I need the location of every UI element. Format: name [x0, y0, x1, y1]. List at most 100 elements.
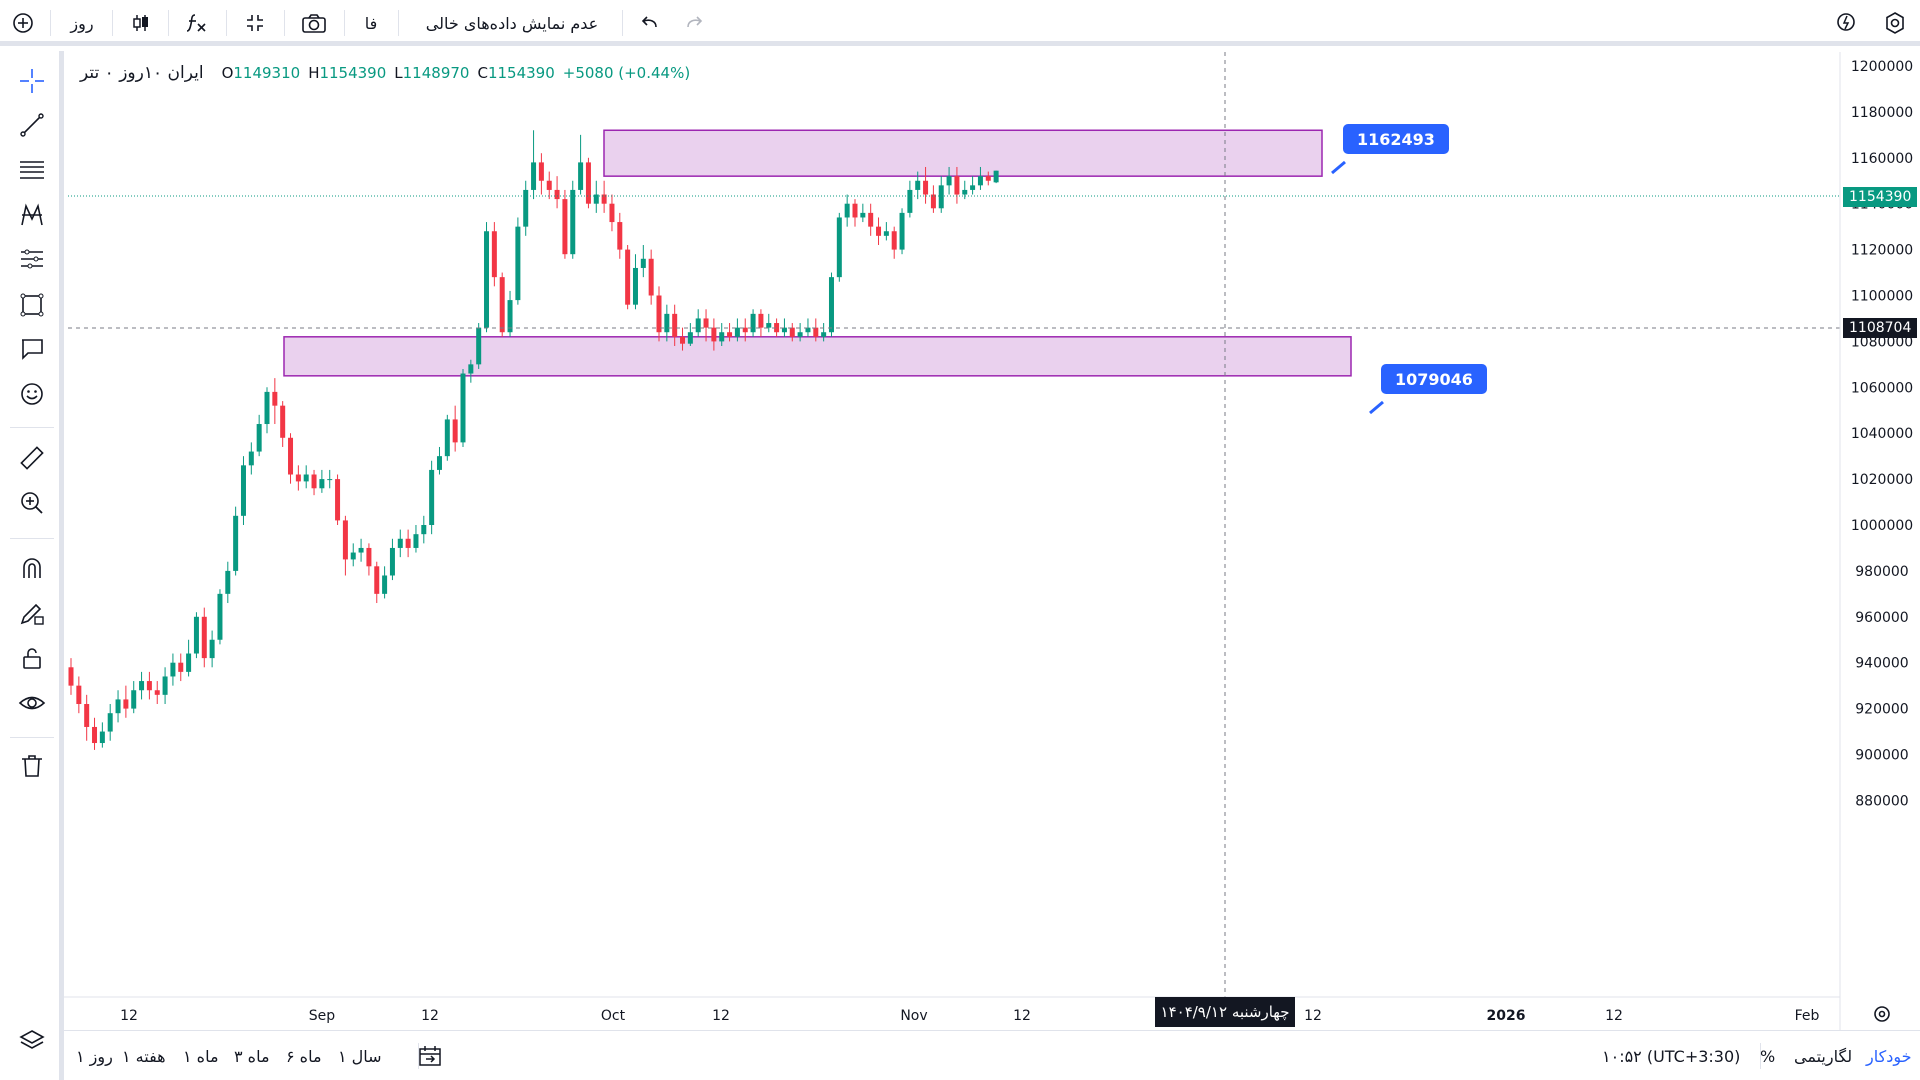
prediction-tool[interactable] [14, 241, 50, 277]
magnet-tool[interactable] [14, 550, 50, 586]
fullscreen-button[interactable] [240, 8, 270, 38]
pattern-tool[interactable] [14, 197, 50, 233]
change-value: +5080 (+0.44%) [562, 64, 691, 82]
object-tree-button[interactable] [14, 1023, 50, 1059]
range-3m[interactable]: ماه ۳ [234, 1046, 270, 1066]
quick-search-button[interactable] [1832, 8, 1862, 38]
emoji-tool[interactable] [14, 376, 50, 412]
candle-body [303, 474, 309, 482]
drawing-toolbar [0, 51, 64, 1080]
candle-body [201, 616, 207, 659]
pattern-icon [21, 203, 43, 226]
hide-empty-data-toggle[interactable]: عدم نمایش داده‌های خالی [425, 13, 599, 33]
high-value: 1154390 [319, 64, 387, 82]
smiley-icon [21, 383, 43, 405]
date-range-button[interactable] [418, 1043, 444, 1069]
candle-body [915, 180, 921, 190]
candle-body [758, 313, 764, 328]
candle-body [295, 474, 301, 482]
hide-drawings-tool[interactable] [14, 685, 50, 721]
candle-body [476, 327, 482, 365]
range-1y[interactable]: سال ۱ [338, 1046, 382, 1066]
crosshair-icon [20, 69, 44, 93]
upper-zone-callout[interactable]: 1162493 [1343, 124, 1449, 154]
calendar-arrow-icon [419, 1046, 441, 1066]
candle-body [233, 515, 239, 571]
candle-body [429, 469, 435, 525]
lower-zone-callout[interactable]: 1079046 [1381, 364, 1487, 394]
language-button[interactable]: فا [364, 13, 378, 33]
price-axis[interactable]: 1200000118000011600001140000112000011000… [1851, 59, 1913, 809]
range-1w[interactable]: هفته ۱ [122, 1046, 166, 1066]
candle-body [421, 525, 427, 535]
shapes-tool[interactable] [14, 287, 50, 323]
candle-body [672, 313, 678, 337]
timezone-display[interactable]: ۱۰:۵۲ (UTC+3:30) [1602, 1046, 1741, 1066]
support-zone[interactable] [283, 336, 1352, 377]
redo-button[interactable] [680, 8, 710, 38]
function-fx-icon [186, 14, 206, 32]
auto-toggle[interactable]: خودکار [1866, 1046, 1912, 1066]
measure-tool[interactable] [14, 440, 50, 476]
time-tick-label: 12 [120, 1008, 138, 1024]
resistance-zone[interactable] [603, 129, 1323, 177]
candle-body [774, 323, 780, 333]
candle-body [523, 189, 529, 227]
crosshair-tool[interactable] [14, 63, 50, 99]
percent-toggle[interactable]: % [1760, 1046, 1776, 1066]
zoom-in-icon [21, 492, 43, 514]
candle-body [891, 231, 897, 250]
support-resistance-zones[interactable] [283, 129, 1352, 377]
candle-body [852, 203, 858, 218]
add-symbol-button[interactable] [8, 8, 38, 38]
candle-body [84, 704, 90, 727]
close-value: 1154390 [487, 64, 555, 82]
candle-body [288, 437, 294, 475]
log-toggle[interactable]: لگاریتمی [1794, 1046, 1853, 1066]
symbol-title[interactable]: ایران ۱۰روز ۰ تتر [80, 63, 204, 83]
indicators-button[interactable] [182, 8, 212, 38]
range-1m[interactable]: ماه ۱ [183, 1046, 219, 1066]
candle-body [335, 479, 341, 521]
trend-line-tool[interactable] [14, 107, 50, 143]
settings-button[interactable] [1880, 8, 1910, 38]
candle-body [154, 690, 160, 695]
candle-body [711, 327, 717, 342]
snapshot-button[interactable] [298, 8, 330, 38]
candle-body [789, 327, 795, 337]
annotation-tool[interactable] [14, 331, 50, 367]
candle-body [413, 534, 419, 548]
remove-drawings-tool[interactable] [14, 748, 50, 784]
stay-in-drawing-mode-tool[interactable] [14, 595, 50, 631]
candle-body [319, 479, 325, 489]
open-value: 1149310 [233, 64, 301, 82]
candle-body [954, 176, 960, 195]
time-axis[interactable]: 12 Sep 12 Oct 12 Nov 12 12 2026 12 Feb [120, 1008, 1819, 1024]
fib-tool[interactable] [14, 152, 50, 188]
candles-icon [133, 15, 148, 31]
zoom-tool[interactable] [14, 485, 50, 521]
candle-body [162, 676, 168, 695]
price-tick-label: 980000 [1855, 564, 1908, 580]
crosshair-time-tag: چهارشنبه ۱۴۰۴/۹/۱۲ [1155, 997, 1295, 1027]
time-tick-label: 12 [1013, 1008, 1031, 1024]
price-tick-label: 900000 [1855, 748, 1908, 764]
undo-button[interactable] [634, 8, 664, 38]
ruler-icon [20, 446, 44, 470]
range-6m[interactable]: ماه ۶ [286, 1046, 322, 1066]
time-axis-settings-icon[interactable] [1874, 1006, 1890, 1022]
candle-body [546, 180, 552, 190]
candle-body [76, 685, 82, 705]
range-1d[interactable]: روز ۱ [76, 1046, 113, 1066]
candle-body [734, 327, 740, 337]
interval-button[interactable]: روز [70, 13, 94, 33]
chart-type-button[interactable] [126, 8, 156, 38]
price-tick-label: 1120000 [1851, 243, 1913, 259]
candle-body [397, 538, 403, 548]
price-tick-label: 1060000 [1851, 380, 1913, 396]
candle-body [123, 699, 129, 709]
candle-body [930, 194, 936, 209]
lock-drawings-tool[interactable] [14, 640, 50, 676]
camera-icon [302, 14, 326, 33]
